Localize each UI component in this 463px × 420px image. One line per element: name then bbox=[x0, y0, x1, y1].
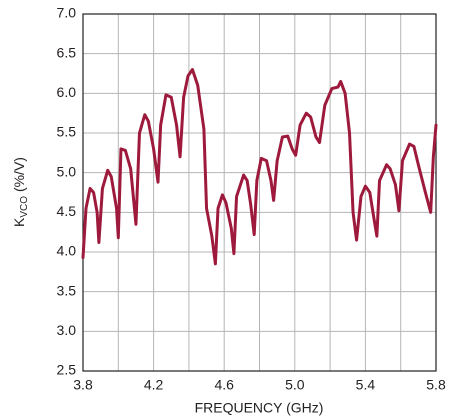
y-label-rest: (%/V) bbox=[11, 157, 27, 196]
plot-frame bbox=[82, 13, 437, 372]
y-tick-label: 7.0 bbox=[57, 5, 77, 21]
x-tick-label: 4.6 bbox=[214, 377, 234, 393]
data-line bbox=[81, 68, 438, 266]
y-tick-label: 6.5 bbox=[57, 44, 77, 60]
x-tick-label: 3.8 bbox=[73, 377, 93, 393]
x-tick-label: 5.8 bbox=[426, 377, 446, 393]
x-tick-label: 4.2 bbox=[144, 377, 164, 393]
x-axis-label: FREQUENCY (GHz) bbox=[195, 400, 324, 416]
y-tick-label: 5.5 bbox=[57, 124, 77, 140]
y-tick-label: 3.5 bbox=[57, 282, 77, 298]
y-tick-label: 4.5 bbox=[57, 203, 77, 219]
x-tick-label: 5.0 bbox=[285, 377, 305, 393]
y-tick-label: 6.0 bbox=[57, 84, 77, 100]
y-tick-label: 3.0 bbox=[57, 322, 77, 338]
y-label-main: K bbox=[11, 217, 27, 227]
y-tick-label: 4.0 bbox=[57, 243, 77, 259]
y-tick-label: 5.0 bbox=[57, 163, 77, 179]
y-label-sub: VCO bbox=[19, 196, 30, 218]
x-tick-label: 5.4 bbox=[356, 377, 376, 393]
y-tick-label: 2.5 bbox=[57, 362, 77, 378]
y-axis-label: KVCO (%/V) bbox=[11, 157, 30, 227]
